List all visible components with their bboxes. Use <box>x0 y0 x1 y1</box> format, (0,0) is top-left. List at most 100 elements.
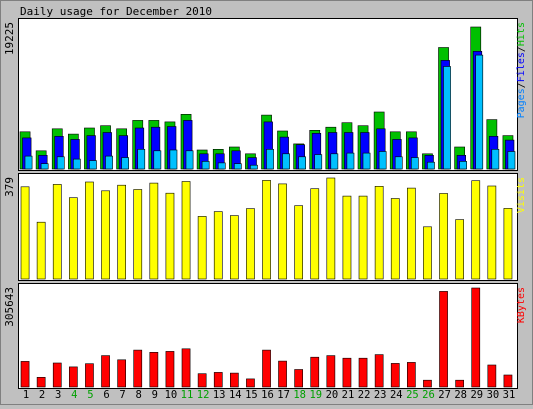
bar-hits-pages-3 <box>56 156 65 170</box>
y-max-label-hits: 19225 <box>3 22 16 55</box>
bar-kbytes-kbytes-10 <box>165 351 175 388</box>
x-tick-label-12: 12 <box>197 389 210 401</box>
x-tick-label-18: 18 <box>293 389 306 401</box>
x-tick-label-26: 26 <box>422 389 435 401</box>
bar-kbytes-kbytes-7 <box>117 359 126 388</box>
x-axis-labels: 1 2 3 4 5 6 7 8 9 10 11 12 13 14 15 16 17 18 19 20 21 22 23 24 2… <box>23 389 515 401</box>
bar-kbytes-kbytes-3 <box>52 362 62 388</box>
bar-visits-visits-4 <box>69 197 78 280</box>
bar-kbytes-kbytes-26 <box>423 379 432 388</box>
x-tick-label-19: 19 <box>309 389 322 401</box>
bar-hits-pages-30 <box>491 149 500 170</box>
x-tick-label-23: 23 <box>374 389 387 401</box>
side-label-hits-part-3: / <box>516 46 527 52</box>
bar-visits-visits-12 <box>197 216 207 280</box>
bar-hits-pages-2 <box>40 163 49 170</box>
bar-visits-visits-20 <box>326 177 336 280</box>
bar-visits-visits-31 <box>503 208 513 280</box>
bar-visits-visits-24 <box>390 198 400 280</box>
bar-visits-visits-6 <box>101 190 110 280</box>
bar-visits-visits-27 <box>439 193 448 280</box>
bar-hits-pages-22 <box>362 152 371 170</box>
bar-hits-pages-4 <box>73 158 81 170</box>
bar-hits-pages-21 <box>346 152 355 170</box>
bar-visits-visits-30 <box>487 185 497 280</box>
x-tick-label-13: 13 <box>213 389 226 401</box>
y-max-label-kbytes: 305643 <box>3 287 16 327</box>
x-tick-label-11: 11 <box>181 389 194 401</box>
x-tick-label-28: 28 <box>454 389 467 401</box>
x-tick-label-21: 21 <box>342 389 355 401</box>
y-max-label-visits: 379 <box>3 177 16 197</box>
bar-kbytes-kbytes-22 <box>358 357 368 388</box>
bar-hits-pages-1 <box>24 155 33 170</box>
bar-visits-visits-21 <box>342 195 352 280</box>
x-tick-label-6: 6 <box>103 389 109 401</box>
bar-kbytes-kbytes-18 <box>294 369 304 388</box>
bar-hits-pages-17 <box>282 153 290 170</box>
x-tick-label-20: 20 <box>326 389 339 401</box>
chart-title: Daily usage for December 2010 <box>20 5 212 18</box>
bar-hits-pages-23 <box>378 151 387 170</box>
bar-kbytes-kbytes-15 <box>246 378 255 388</box>
side-label-hits-part-0: Pages <box>516 88 527 118</box>
bar-kbytes-kbytes-30 <box>487 364 497 388</box>
bar-kbytes-kbytes-4 <box>69 366 78 388</box>
bar-visits-visits-26 <box>423 226 432 280</box>
bar-kbytes-kbytes-29 <box>471 287 481 388</box>
x-tick-label-17: 17 <box>277 389 290 401</box>
bar-hits-pages-24 <box>394 156 403 170</box>
bar-visits-visits-9 <box>149 182 159 280</box>
bar-visits-visits-1 <box>20 186 30 280</box>
x-tick-label-7: 7 <box>119 389 125 401</box>
x-tick-label-8: 8 <box>136 389 142 401</box>
side-label-kbytes-part-0: KBytes <box>516 287 527 323</box>
bar-kbytes-kbytes-13 <box>213 372 223 388</box>
bar-visits-visits-5 <box>85 181 94 280</box>
x-tick-label-4: 4 <box>71 389 77 401</box>
bar-visits-visits-3 <box>52 184 62 280</box>
side-label-hits-part-2: Files <box>516 52 527 82</box>
x-tick-label-16: 16 <box>261 389 274 401</box>
side-label-hits-part-4: Hits <box>516 22 527 46</box>
bar-hits-pages-12 <box>201 161 210 170</box>
bar-visits-visits-18 <box>294 205 304 280</box>
bar-hits-pages-27 <box>443 66 451 170</box>
bar-hits-pages-25 <box>410 157 419 170</box>
bar-hits-pages-28 <box>459 161 468 170</box>
bar-visits-visits-29 <box>471 180 481 280</box>
bar-kbytes-kbytes-31 <box>503 374 513 388</box>
bar-kbytes-kbytes-12 <box>197 373 207 388</box>
bar-kbytes-kbytes-19 <box>310 356 320 388</box>
bar-kbytes-kbytes-8 <box>133 349 143 388</box>
bar-hits-pages-18 <box>298 156 307 170</box>
bar-visits-visits-22 <box>358 195 368 280</box>
bar-visits-visits-23 <box>374 186 384 280</box>
bar-visits-visits-15 <box>246 208 255 280</box>
bar-hits-pages-5 <box>89 160 97 170</box>
bar-hits-pages-29 <box>475 54 484 170</box>
x-tick-label-3: 3 <box>55 389 61 401</box>
bar-kbytes-kbytes-14 <box>230 372 239 388</box>
bar-kbytes-kbytes-20 <box>326 355 336 388</box>
bar-kbytes-kbytes-1 <box>20 361 30 388</box>
bar-kbytes-kbytes-23 <box>374 354 384 388</box>
bar-hits-pages-19 <box>314 154 323 170</box>
side-label-visits-part-0: Visits <box>516 177 527 213</box>
bar-visits-visits-7 <box>117 184 126 280</box>
bar-kbytes-kbytes-16 <box>262 349 271 388</box>
bar-visits-visits-16 <box>262 180 271 280</box>
x-tick-label-24: 24 <box>390 389 403 401</box>
x-tick-label-9: 9 <box>152 389 158 401</box>
bar-kbytes-kbytes-28 <box>455 379 465 388</box>
bar-visits-visits-17 <box>278 183 287 280</box>
x-tick-label-27: 27 <box>438 389 451 401</box>
panel-visits: 379 Visits <box>3 173 527 281</box>
bar-hits-pages-26 <box>427 161 435 170</box>
bar-hits-pages-31 <box>507 151 516 170</box>
bar-hits-pages-10 <box>169 149 178 170</box>
x-tick-label-31: 31 <box>503 389 516 401</box>
